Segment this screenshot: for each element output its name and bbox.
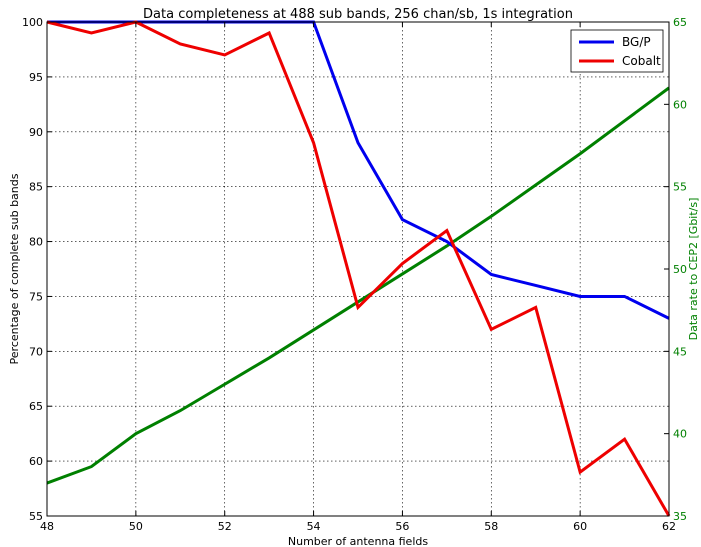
x-tick-label: 52 [218, 520, 232, 533]
y-tick-label: 100 [22, 16, 43, 29]
y-tick-label: 80 [29, 236, 43, 249]
x-tick-label: 48 [40, 520, 54, 533]
y2-tick-label: 50 [673, 263, 687, 276]
y-axis-left: 55 60 65 70 75 80 85 90 95 100 [22, 16, 52, 523]
y2-tick-label: 45 [673, 345, 687, 358]
y-tick-label: 95 [29, 71, 43, 84]
x-tick-label: 60 [573, 520, 587, 533]
series-line-cobalt [46, 20, 671, 517]
y2-tick-label: 55 [673, 181, 687, 194]
y2-tick-label: 35 [673, 510, 687, 523]
x-tick-label: 58 [484, 520, 498, 533]
series-layer [46, 20, 671, 517]
y-tick-label: 60 [29, 455, 43, 468]
y2-axis-label: Data rate to CEP2 [Gbit/s] [687, 198, 700, 341]
y-axis-right: 35 40 45 50 55 60 65 [664, 16, 687, 523]
legend-label-bgp: BG/P [622, 35, 651, 49]
legend-label-cobalt: Cobalt [622, 54, 661, 68]
grid [47, 22, 669, 516]
plot-frame [46, 21, 670, 517]
y-tick-label: 70 [29, 345, 43, 358]
y-tick-label: 90 [29, 126, 43, 139]
x-tick-label: 50 [129, 520, 143, 533]
x-axis-label: Number of antenna fields [288, 535, 428, 547]
series-line-data-rate [46, 86, 670, 485]
x-tick-label: 62 [662, 520, 676, 533]
x-tick-label: 54 [307, 520, 321, 533]
legend-box [570, 29, 664, 73]
y2-tick-label: 60 [673, 98, 687, 111]
x-tick-label: 56 [395, 520, 409, 533]
y-tick-label: 75 [29, 290, 43, 303]
y2-tick-label: 40 [673, 428, 687, 441]
x-axis: 48 50 52 54 56 58 60 62 [40, 22, 676, 533]
y-tick-label: 65 [29, 400, 43, 413]
chart-title: Data completeness at 488 sub bands, 256 … [143, 7, 573, 22]
legend: BG/P Cobalt [570, 29, 664, 73]
y2-tick-label: 65 [673, 16, 687, 29]
y-tick-label: 55 [29, 510, 43, 523]
y-axis-label: Percentage of complete sub bands [8, 173, 21, 364]
y-tick-label: 85 [29, 181, 43, 194]
